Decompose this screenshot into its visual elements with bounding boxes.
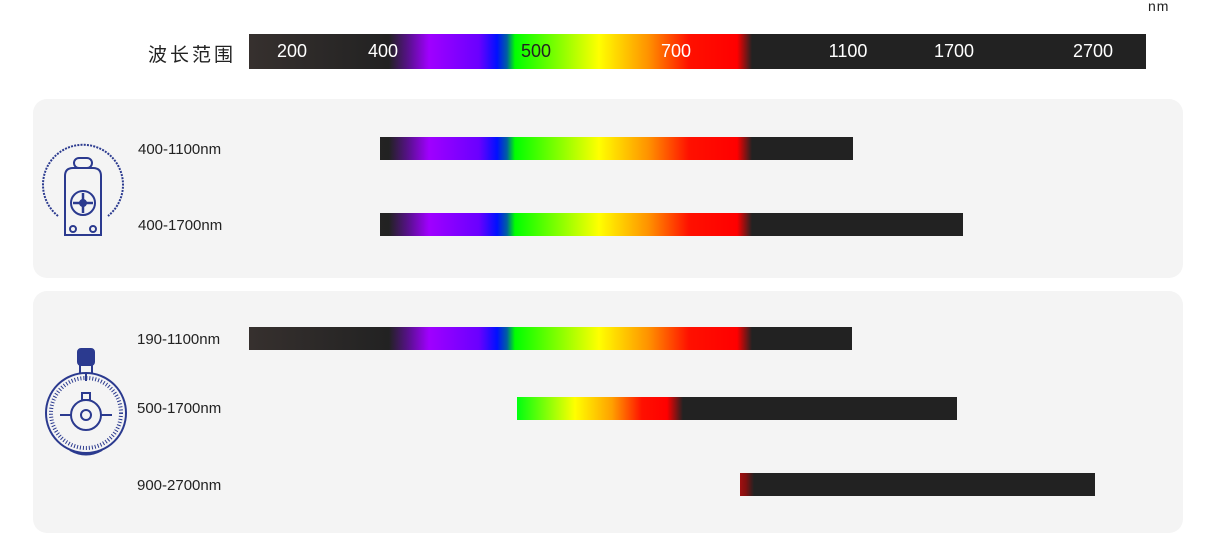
unit-label: nm bbox=[1148, 0, 1170, 14]
wavelength-range-title: 波长范围 bbox=[148, 44, 237, 66]
scale-tick: 700 bbox=[660, 41, 692, 61]
scale-tick: 1700 bbox=[933, 41, 975, 61]
range-bar-400-1700 bbox=[380, 213, 963, 236]
range-label: 900-2700nm bbox=[137, 477, 222, 494]
range-label: 400-1700nm bbox=[138, 217, 223, 234]
scale-tick: 2700 bbox=[1072, 41, 1114, 61]
round-detector-icon bbox=[45, 348, 127, 456]
integrating-sphere-lamp-icon bbox=[42, 143, 124, 236]
scale-tick: 1100 bbox=[828, 41, 868, 61]
range-bar-400-1100 bbox=[380, 137, 853, 160]
range-bar-500-1700 bbox=[517, 397, 957, 420]
range-label: 500-1700nm bbox=[137, 400, 222, 417]
scale-tick: 200 bbox=[276, 41, 308, 61]
scale-tick: 500 bbox=[520, 41, 552, 61]
group-panel-1 bbox=[33, 99, 1183, 278]
range-label: 190-1100nm bbox=[137, 331, 221, 348]
scale-tick: 400 bbox=[367, 41, 399, 61]
range-bar-190-1100 bbox=[249, 327, 852, 350]
range-bar-900-2700 bbox=[740, 473, 1095, 496]
wavelength-scale-bar bbox=[249, 34, 1146, 69]
range-label: 400-1100nm bbox=[138, 141, 222, 158]
